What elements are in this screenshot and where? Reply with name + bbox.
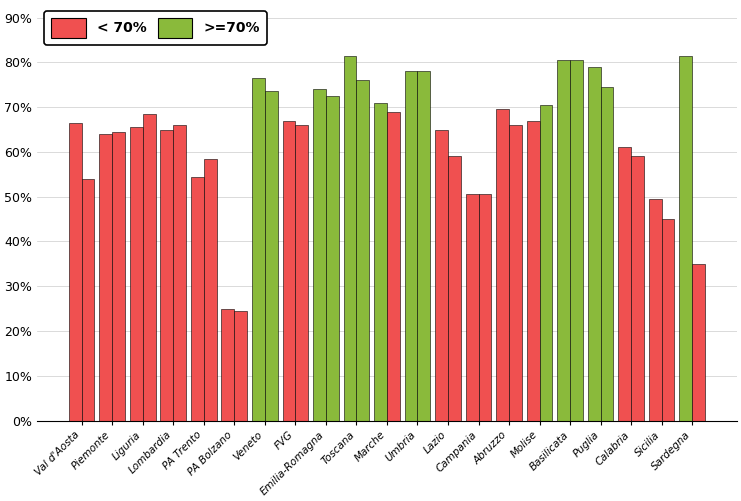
Bar: [570, 60, 583, 420]
Bar: [82, 179, 95, 420]
Bar: [649, 199, 662, 420]
Bar: [527, 121, 539, 420]
Bar: [344, 56, 356, 420]
Legend: < 70%, >=70%: < 70%, >=70%: [44, 11, 267, 45]
Bar: [130, 127, 143, 420]
Bar: [448, 156, 461, 420]
Bar: [405, 71, 417, 420]
Bar: [662, 219, 674, 420]
Bar: [588, 67, 601, 420]
Bar: [539, 105, 552, 420]
Bar: [69, 123, 82, 420]
Bar: [601, 87, 614, 420]
Bar: [252, 78, 265, 420]
Bar: [234, 311, 247, 420]
Bar: [99, 134, 112, 420]
Bar: [509, 125, 522, 420]
Bar: [326, 96, 339, 420]
Bar: [631, 156, 644, 420]
Bar: [465, 194, 479, 420]
Bar: [679, 56, 692, 420]
Bar: [496, 109, 509, 420]
Bar: [313, 89, 326, 420]
Bar: [204, 159, 216, 420]
Bar: [356, 80, 369, 420]
Bar: [387, 112, 399, 420]
Bar: [417, 71, 431, 420]
Bar: [173, 125, 186, 420]
Bar: [143, 114, 156, 420]
Bar: [112, 132, 125, 420]
Bar: [222, 309, 234, 420]
Bar: [435, 130, 448, 420]
Bar: [479, 194, 491, 420]
Bar: [296, 125, 308, 420]
Bar: [692, 264, 705, 420]
Bar: [557, 60, 570, 420]
Bar: [374, 103, 387, 420]
Bar: [265, 92, 278, 420]
Bar: [618, 147, 631, 420]
Bar: [160, 130, 173, 420]
Bar: [282, 121, 296, 420]
Bar: [191, 176, 204, 420]
